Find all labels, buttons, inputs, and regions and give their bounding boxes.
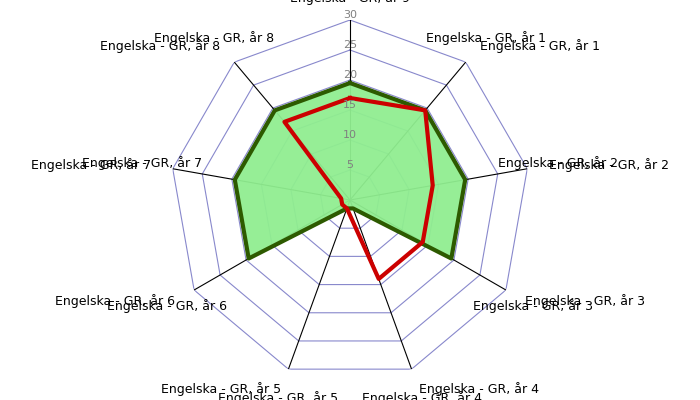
Text: Engelska - GR, år 6: Engelska - GR, år 6 xyxy=(55,294,176,308)
Text: Engelska - GR, år 8: Engelska - GR, år 8 xyxy=(100,38,220,52)
Text: 10: 10 xyxy=(343,130,357,140)
Text: 30: 30 xyxy=(343,10,357,20)
Text: 25: 25 xyxy=(343,40,357,50)
Text: 15: 15 xyxy=(343,100,357,110)
Text: Engelska - GR, år 4: Engelska - GR, år 4 xyxy=(419,382,539,396)
Text: Engelska - GR, år 5: Engelska - GR, år 5 xyxy=(161,382,281,396)
Text: 20: 20 xyxy=(343,70,357,80)
Text: Engelska - GR, år 2: Engelska - GR, år 2 xyxy=(549,158,668,172)
Text: Engelska - GR, år 3: Engelska - GR, år 3 xyxy=(524,294,645,308)
Text: Engelska - GR, år 9: Engelska - GR, år 9 xyxy=(290,0,410,5)
Text: 5: 5 xyxy=(346,160,354,170)
Text: Engelska - GR, år 7: Engelska - GR, år 7 xyxy=(32,158,151,172)
Polygon shape xyxy=(234,83,466,258)
Text: Engelska - GR, år 1: Engelska - GR, år 1 xyxy=(480,38,600,52)
